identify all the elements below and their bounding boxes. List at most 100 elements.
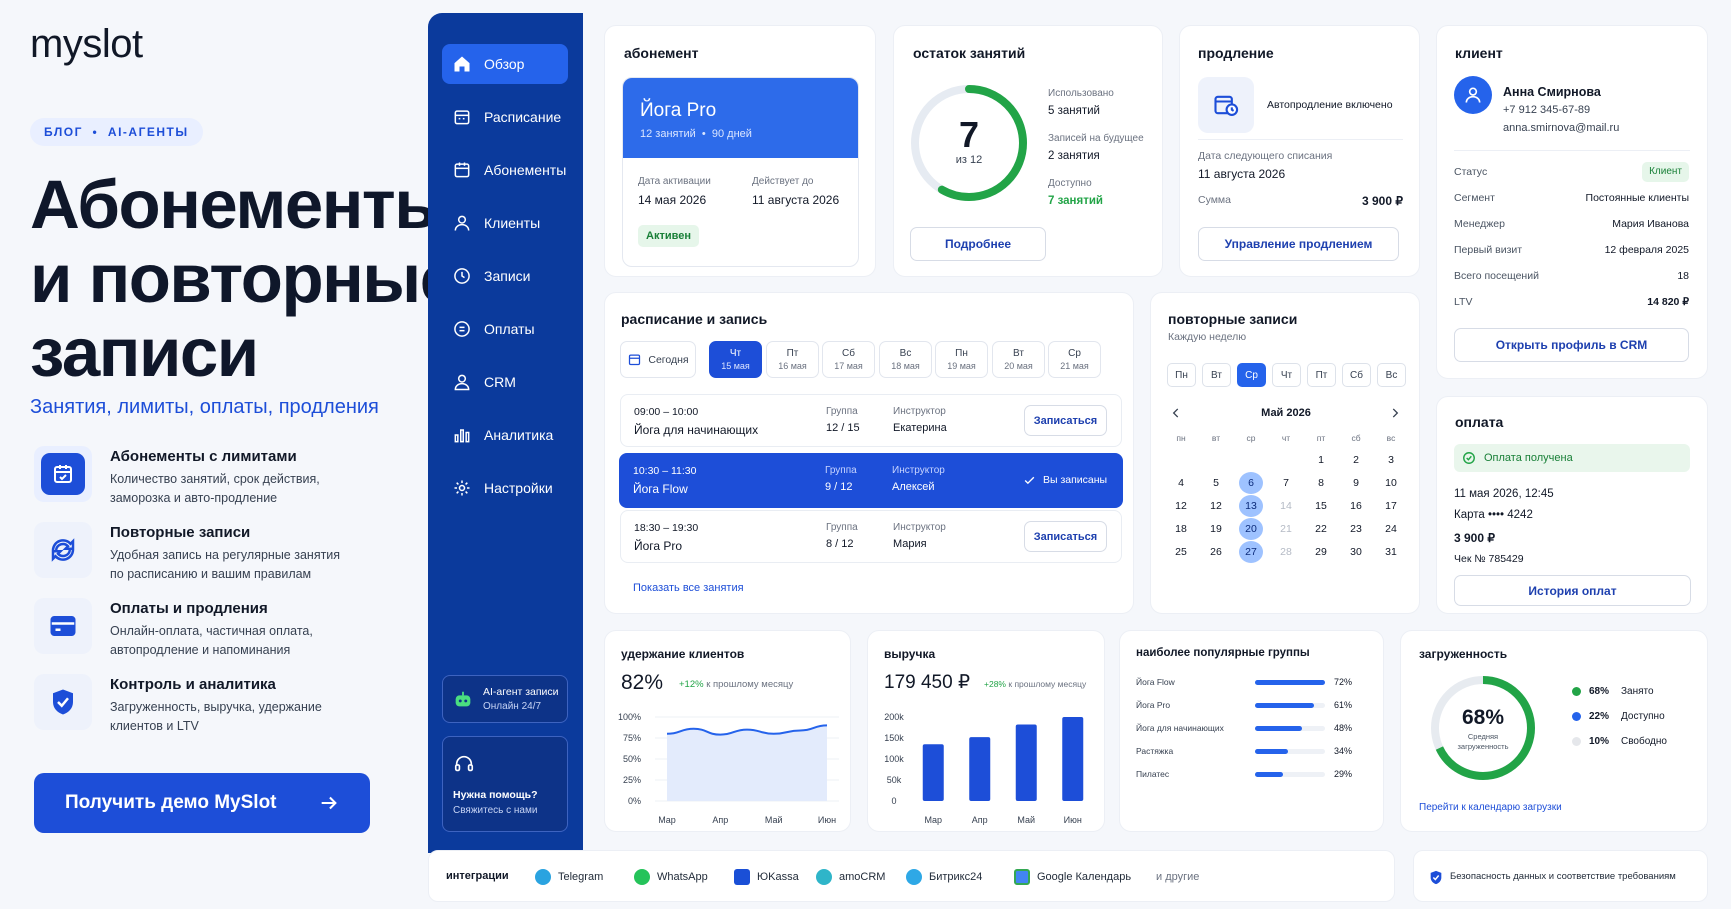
analytics-icon [454,429,470,443]
integration-whatsapp[interactable]: WhatsApp [634,867,708,887]
integration-amocrm[interactable]: amoCRM [816,867,885,887]
day-sun[interactable]: Вс 18 мая [879,341,932,378]
sidebar-item-clients[interactable]: Клиенты [442,203,568,243]
calendar-day[interactable]: 1 [1318,454,1324,466]
integrations-more[interactable]: и другие [1156,871,1200,883]
calendar-day[interactable]: 22 [1315,523,1327,535]
calendar-day[interactable]: 6 [1239,472,1263,494]
calendar-day[interactable]: 21 [1280,523,1292,535]
calendar-day[interactable]: 5 [1213,477,1219,489]
open-crm-profile-button[interactable]: Открыть профиль в CRM [1454,328,1689,362]
demo-cta-button[interactable]: Получить демо MySlot [34,773,370,833]
sidebar-item-bookings[interactable]: Записи [442,256,568,296]
show-all-link[interactable]: Показать все занятия [633,582,744,594]
book-button[interactable]: Записаться [1024,521,1107,552]
sidebar-item-payments[interactable]: Оплаты [442,309,568,349]
avatar [1454,76,1492,114]
calendar-day[interactable]: 17 [1385,500,1397,512]
sidebar-item-subscriptions[interactable]: Абонементы [442,150,568,190]
x-tick-label: Мар [658,815,676,825]
calendar-day[interactable]: 31 [1385,546,1397,558]
sidebar-item-settings[interactable]: Настройки [442,468,568,508]
weekday-fri[interactable]: Пт [1307,363,1336,387]
weekday-sun[interactable]: Вс [1377,363,1406,387]
coin-icon [454,321,470,337]
sidebar-item-overview[interactable]: Обзор [442,44,568,84]
ai-agent-card[interactable]: AI-агент записи Онлайн 24/7 [442,675,568,723]
chevron-left-icon[interactable] [1169,406,1183,420]
day-mon[interactable]: Пн 19 мая [935,341,988,378]
calendar-day[interactable]: 16 [1350,500,1362,512]
calendar-day[interactable]: 9 [1353,477,1359,489]
group-bar-track [1255,749,1325,754]
help-card[interactable]: Нужна помощь? Свяжитесь с нами [442,736,568,832]
calendar-day[interactable]: 12 [1175,500,1187,512]
load-ring [1431,676,1535,780]
calendar-weekday-header: пт [1316,433,1326,443]
details-button[interactable]: Подробнее [910,227,1046,261]
calendar-day[interactable]: 14 [1280,500,1292,512]
weekday-thu[interactable]: Чт [1272,363,1301,387]
calendar-day[interactable]: 7 [1283,477,1289,489]
retention-card: удержание клиентов 82% +12% к прошлому м… [604,630,851,832]
group-name: Пилатес [1136,769,1170,779]
telegram-icon [535,869,551,885]
calendar-day[interactable]: 29 [1315,546,1327,558]
class-row[interactable]: 09:00 – 10:00 Йога для начинающих Группа… [620,394,1122,447]
integration-bitrix24[interactable]: Битрикс24 [906,867,982,887]
day-wed[interactable]: Ср 21 мая [1048,341,1101,378]
y-tick-label: 25% [623,775,641,785]
class-row[interactable]: 18:30 – 19:30 Йога Pro Группа 8 / 12 Инс… [620,510,1122,563]
calendar-day[interactable]: 18 [1175,523,1187,535]
calendar-day[interactable]: 2 [1353,454,1359,466]
weekday-tue[interactable]: Вт [1202,363,1231,387]
integration-yukassa[interactable]: ЮKassa [734,867,799,887]
calendar-day[interactable]: 3 [1388,454,1394,466]
group-percent: 72% [1334,677,1353,687]
payment-history-button[interactable]: История оплат [1454,575,1691,606]
calendar-day[interactable]: 28 [1280,546,1292,558]
integration-telegram[interactable]: Telegram [535,867,603,887]
x-tick-label: Апр [972,815,988,825]
calendar-day[interactable]: 26 [1210,546,1222,558]
day-thu[interactable]: Чт 15 мая [709,341,762,378]
subscription-panel[interactable]: Йога Pro 12 занятий • 90 дней Дата актив… [622,77,859,267]
blog-tag[interactable]: БЛОГ • AI-АГЕНТЫ [30,118,203,146]
calendar-day[interactable]: 4 [1178,477,1184,489]
sidebar-item-schedule[interactable]: Расписание [442,97,568,137]
book-button[interactable]: Записаться [1024,405,1107,436]
client-status-badge: Клиент [1642,162,1689,182]
day-tue[interactable]: Вт 20 мая [992,341,1045,378]
calendar-day[interactable]: 27 [1239,541,1263,563]
integration-google-calendar[interactable]: Google Календарь [1014,867,1131,887]
calendar-day[interactable]: 24 [1385,523,1397,535]
day-sat[interactable]: Сб 17 мая [822,341,875,378]
calendar-day[interactable]: 8 [1318,477,1324,489]
y-tick-label: 200k [884,712,904,722]
calendar-weekday-header: вт [1211,433,1221,443]
revenue-card: выручка 179 450 ₽ +28% к прошлому месяцу… [867,630,1105,832]
calendar-day[interactable]: 10 [1385,477,1397,489]
sidebar-item-crm[interactable]: CRM [442,362,568,402]
load-calendar-link[interactable]: Перейти к календарю загрузки [1419,802,1562,813]
day-fri[interactable]: Пт 16 мая [766,341,819,378]
calendar-day[interactable]: 13 [1239,495,1263,517]
weekday-wed[interactable]: Ср [1237,363,1266,387]
calendar-day[interactable]: 12 [1210,500,1222,512]
calendar-day[interactable]: 23 [1350,523,1362,535]
calendar-day[interactable]: 15 [1315,500,1327,512]
calendar-day[interactable]: 30 [1350,546,1362,558]
manage-renewal-button[interactable]: Управление продлением [1198,227,1399,261]
class-row-booked[interactable]: 10:30 – 11:30 Йога Flow Группа 9 / 12 Ин… [619,453,1123,508]
sidebar-item-analytics[interactable]: Аналитика [442,415,568,455]
today-button[interactable]: Сегодня [620,341,696,378]
weekday-sat[interactable]: Сб [1342,363,1371,387]
chevron-right-icon[interactable] [1388,406,1402,420]
crm-icon [454,374,470,391]
calendar-day[interactable]: 20 [1239,518,1263,540]
calendar-day[interactable]: 19 [1210,523,1222,535]
yukassa-icon [734,869,750,885]
calendar-day[interactable]: 25 [1175,546,1187,558]
subscription-card: абонемент Йога Pro 12 занятий • 90 дней … [604,25,876,277]
weekday-mon[interactable]: Пн [1167,363,1196,387]
